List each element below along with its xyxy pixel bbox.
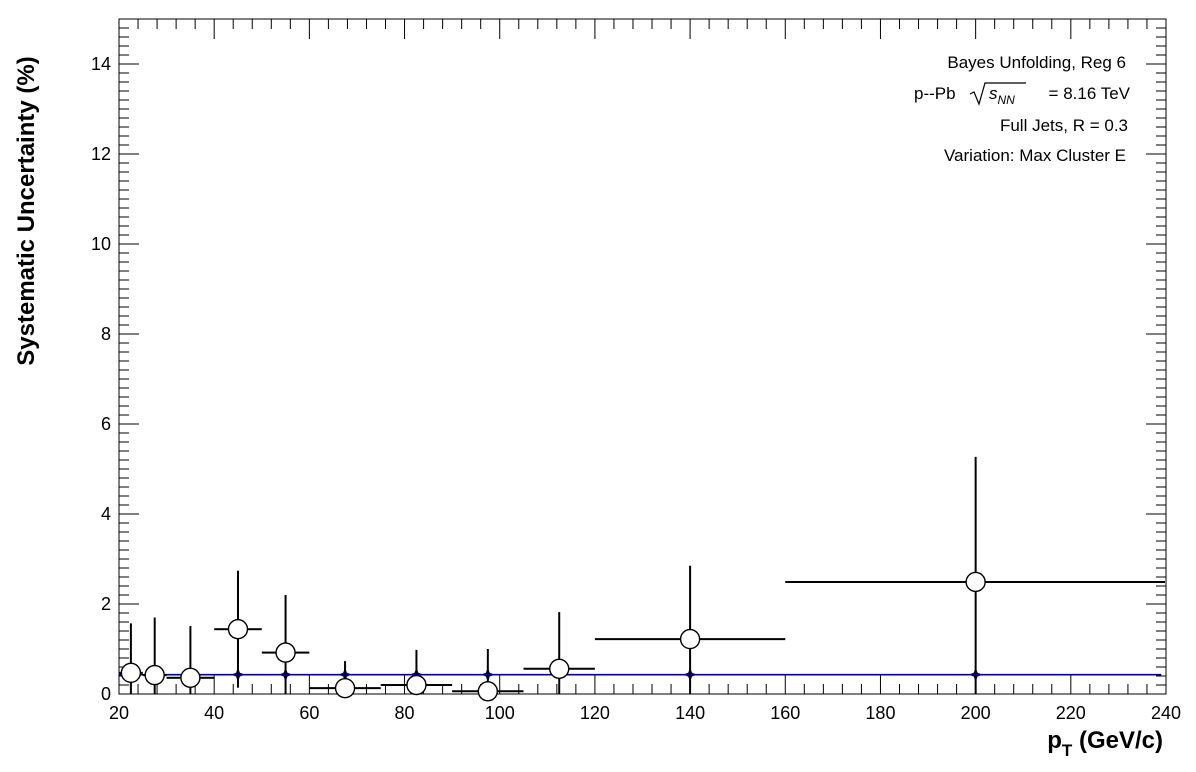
x-tick-label: 60 — [299, 703, 319, 723]
series-1-circle-marker — [334, 677, 356, 699]
x-tick-label: 80 — [395, 703, 415, 723]
x-tick-label: 180 — [865, 703, 895, 723]
y-axis: 0 2 4 6 8 10 12 14 — [91, 18, 1166, 704]
x-tick-label: 240 — [1151, 703, 1181, 723]
y-tick-label: 12 — [91, 144, 111, 164]
series-1-circle-marker — [477, 681, 499, 702]
series-1-circle-marker — [120, 662, 142, 684]
x-tick-label: 140 — [675, 703, 705, 723]
y-tick-label: 4 — [101, 504, 111, 524]
y-tick-label: 0 — [101, 684, 111, 704]
x-tick-label: 160 — [770, 703, 800, 723]
plot-frame — [118, 18, 1167, 695]
annotation-system: p--Pb — [914, 84, 956, 103]
y-tick-label: 8 — [101, 324, 111, 344]
annotation-s: sNN — [989, 84, 1015, 107]
x-tick-label: 220 — [1056, 703, 1086, 723]
annotation-jets: Full Jets, R = 0.3 — [1000, 116, 1128, 135]
annotation-energy: = 8.16 TeV — [1049, 84, 1131, 103]
x-axis-title: pT (GeV/c) — [1047, 727, 1163, 760]
x-tick-label: 20 — [109, 703, 129, 723]
y-axis-title: Systematic Uncertainty (%) — [13, 56, 40, 365]
plot-area — [119, 456, 1165, 702]
series-1-circle-marker — [180, 667, 201, 688]
series-1-circle-marker — [406, 674, 427, 696]
series-1-circle-marker — [965, 571, 986, 593]
series-1-circle-marker — [549, 658, 570, 679]
sqrt-icon — [969, 82, 1026, 106]
y-tick-label: 2 — [101, 594, 111, 614]
series-1-circle-marker — [144, 664, 165, 686]
annotation-method: Bayes Unfolding, Reg 6 — [947, 53, 1126, 72]
annotation-collision: p--Pb sNN = 8.16 TeV — [914, 82, 1131, 107]
x-tick-label: 120 — [580, 703, 610, 723]
x-tick-label: 200 — [961, 703, 991, 723]
x-tick-label: 100 — [485, 703, 515, 723]
y-tick-label: 14 — [91, 54, 111, 74]
x-tick-label: 40 — [204, 703, 224, 723]
series-1-circle-marker — [679, 628, 701, 650]
y-tick-label: 6 — [101, 414, 111, 434]
series-1-circle-marker — [227, 619, 249, 640]
y-tick-label: 10 — [91, 234, 111, 254]
annotation-variation: Variation: Max Cluster E — [944, 146, 1126, 165]
series-1-circle-marker — [275, 642, 296, 663]
